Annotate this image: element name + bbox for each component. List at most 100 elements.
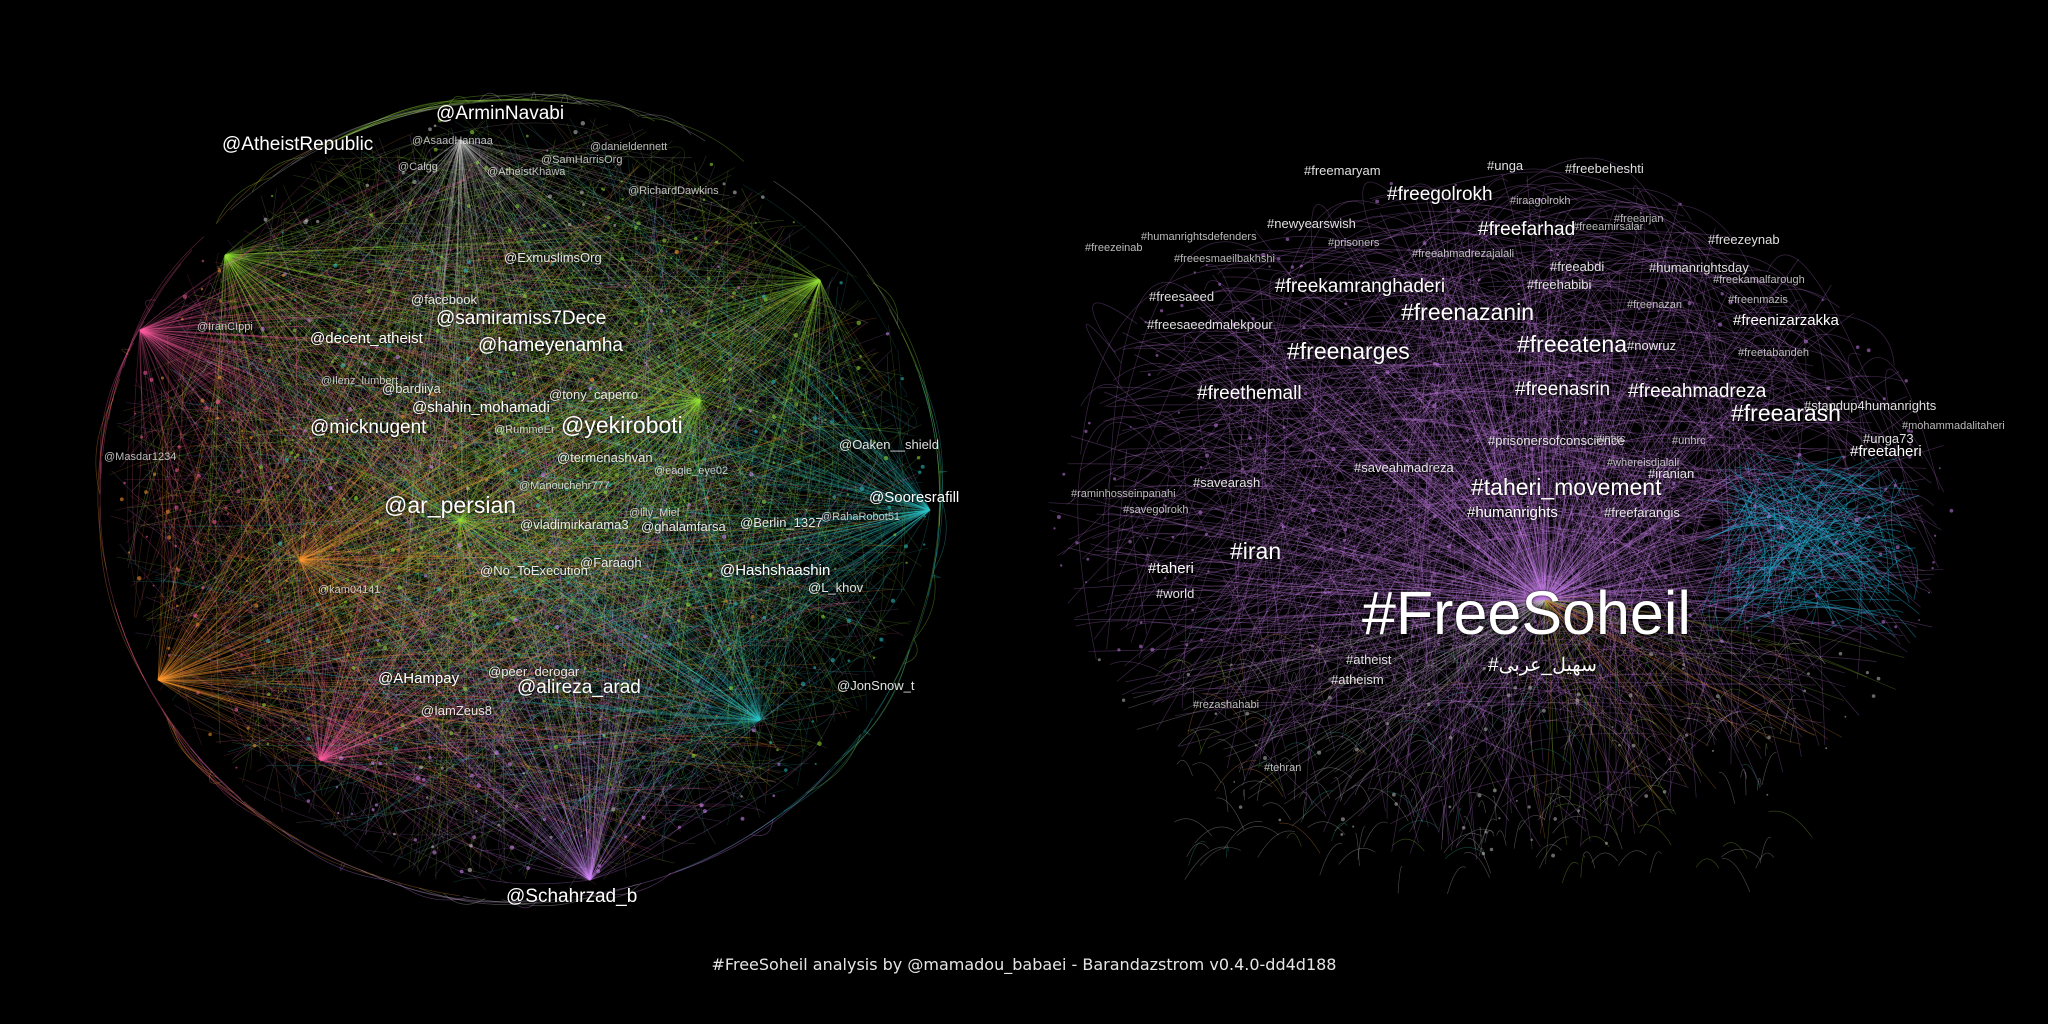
mention-node <box>243 601 246 604</box>
mention-node <box>598 201 601 205</box>
mention-node <box>174 544 178 548</box>
mention-edge <box>369 137 434 837</box>
mention-node <box>817 741 822 746</box>
mention-node <box>249 436 253 440</box>
mention-edge <box>425 169 662 264</box>
mention-edge <box>542 545 626 649</box>
mention-edge <box>541 165 716 807</box>
mention-edge <box>276 220 353 415</box>
mention-edge <box>446 186 641 732</box>
hashtag-node <box>1128 540 1132 544</box>
mention-edge <box>215 442 455 638</box>
mention-node <box>218 269 222 273</box>
mention-edge <box>410 272 473 675</box>
mention-edge <box>491 327 557 660</box>
mention-edge <box>338 720 407 775</box>
mention-edge <box>314 266 876 658</box>
mention-edge <box>175 319 496 688</box>
mention-node <box>599 471 603 475</box>
mention-edge <box>337 711 698 738</box>
mention-node <box>793 536 796 540</box>
mention-node <box>620 180 623 183</box>
mention-edge <box>163 317 785 329</box>
mention-edge <box>329 157 525 186</box>
mention-edge <box>386 274 787 850</box>
hashtag-edge <box>1580 855 1585 878</box>
hashtag-node <box>1311 508 1316 513</box>
mention-node <box>467 260 472 264</box>
mention-node <box>856 365 861 371</box>
mention-edge <box>558 163 664 846</box>
mention-edge <box>578 271 748 386</box>
mention-edge <box>200 484 444 735</box>
mention-node <box>846 493 850 496</box>
mention-edge <box>218 440 800 536</box>
mention-edge <box>660 281 831 767</box>
mention-edge <box>367 273 460 306</box>
mention-edge <box>127 165 676 440</box>
hashtag-edge <box>1740 768 1747 780</box>
mention-edge <box>629 511 856 786</box>
mention-edge <box>236 500 631 712</box>
mention-edge <box>501 344 591 806</box>
mention-node <box>449 731 454 736</box>
mention-edge <box>545 291 880 398</box>
mention-edge <box>208 628 630 815</box>
mention-node <box>792 221 795 224</box>
hashtag-edge <box>1351 784 1371 803</box>
mention-edge <box>317 284 788 497</box>
mention-node <box>830 657 835 663</box>
hashtag-edge <box>1745 726 1776 747</box>
mention-edge <box>442 402 723 651</box>
mention-edge <box>294 440 719 659</box>
mention-node <box>542 223 546 228</box>
mention-node <box>397 585 402 590</box>
mention-edge <box>338 323 860 762</box>
mention-node <box>395 354 400 360</box>
mention-edge <box>498 797 531 875</box>
mention-edge <box>327 598 629 638</box>
mention-edge <box>258 345 512 577</box>
mention-edge <box>255 544 422 610</box>
mention-node <box>728 686 733 690</box>
mention-node <box>201 259 205 263</box>
mention-edge <box>447 163 681 320</box>
mention-edge <box>675 734 861 873</box>
mention-edge <box>215 371 713 552</box>
mention-edge <box>116 422 418 546</box>
mention-edge <box>335 546 585 631</box>
mention-edge <box>204 152 511 328</box>
mention-edge <box>828 477 846 508</box>
mention-node <box>614 472 619 477</box>
mention-edge <box>307 563 859 676</box>
mention-edge <box>174 240 760 579</box>
mention-edge <box>614 165 770 368</box>
mention-edge <box>145 556 560 620</box>
mention-edge <box>490 555 621 753</box>
mention-edge <box>259 368 709 434</box>
mention-edge <box>403 531 716 757</box>
mention-edge <box>456 131 482 217</box>
mention-edge <box>264 674 360 716</box>
mention-edge <box>223 598 878 756</box>
mention-edge <box>403 235 619 261</box>
mention-edge <box>298 527 766 814</box>
mention-edge <box>437 605 587 710</box>
mention-node <box>217 267 220 270</box>
mention-edge <box>560 351 812 629</box>
mention-node <box>431 845 435 849</box>
mention-edge <box>743 307 821 737</box>
mention-edge <box>350 616 685 808</box>
mention-node <box>761 195 765 199</box>
mention-edge <box>310 501 414 744</box>
mention-node <box>193 613 198 618</box>
hashtag-node <box>1214 712 1218 716</box>
mention-edge <box>285 415 306 582</box>
mention-edge <box>325 756 484 874</box>
mention-node <box>289 451 293 455</box>
mention-edge <box>377 314 675 737</box>
mention-edge <box>513 281 567 513</box>
mention-edge <box>310 172 761 516</box>
mention-edge <box>227 363 525 722</box>
mention-edge <box>159 284 836 322</box>
